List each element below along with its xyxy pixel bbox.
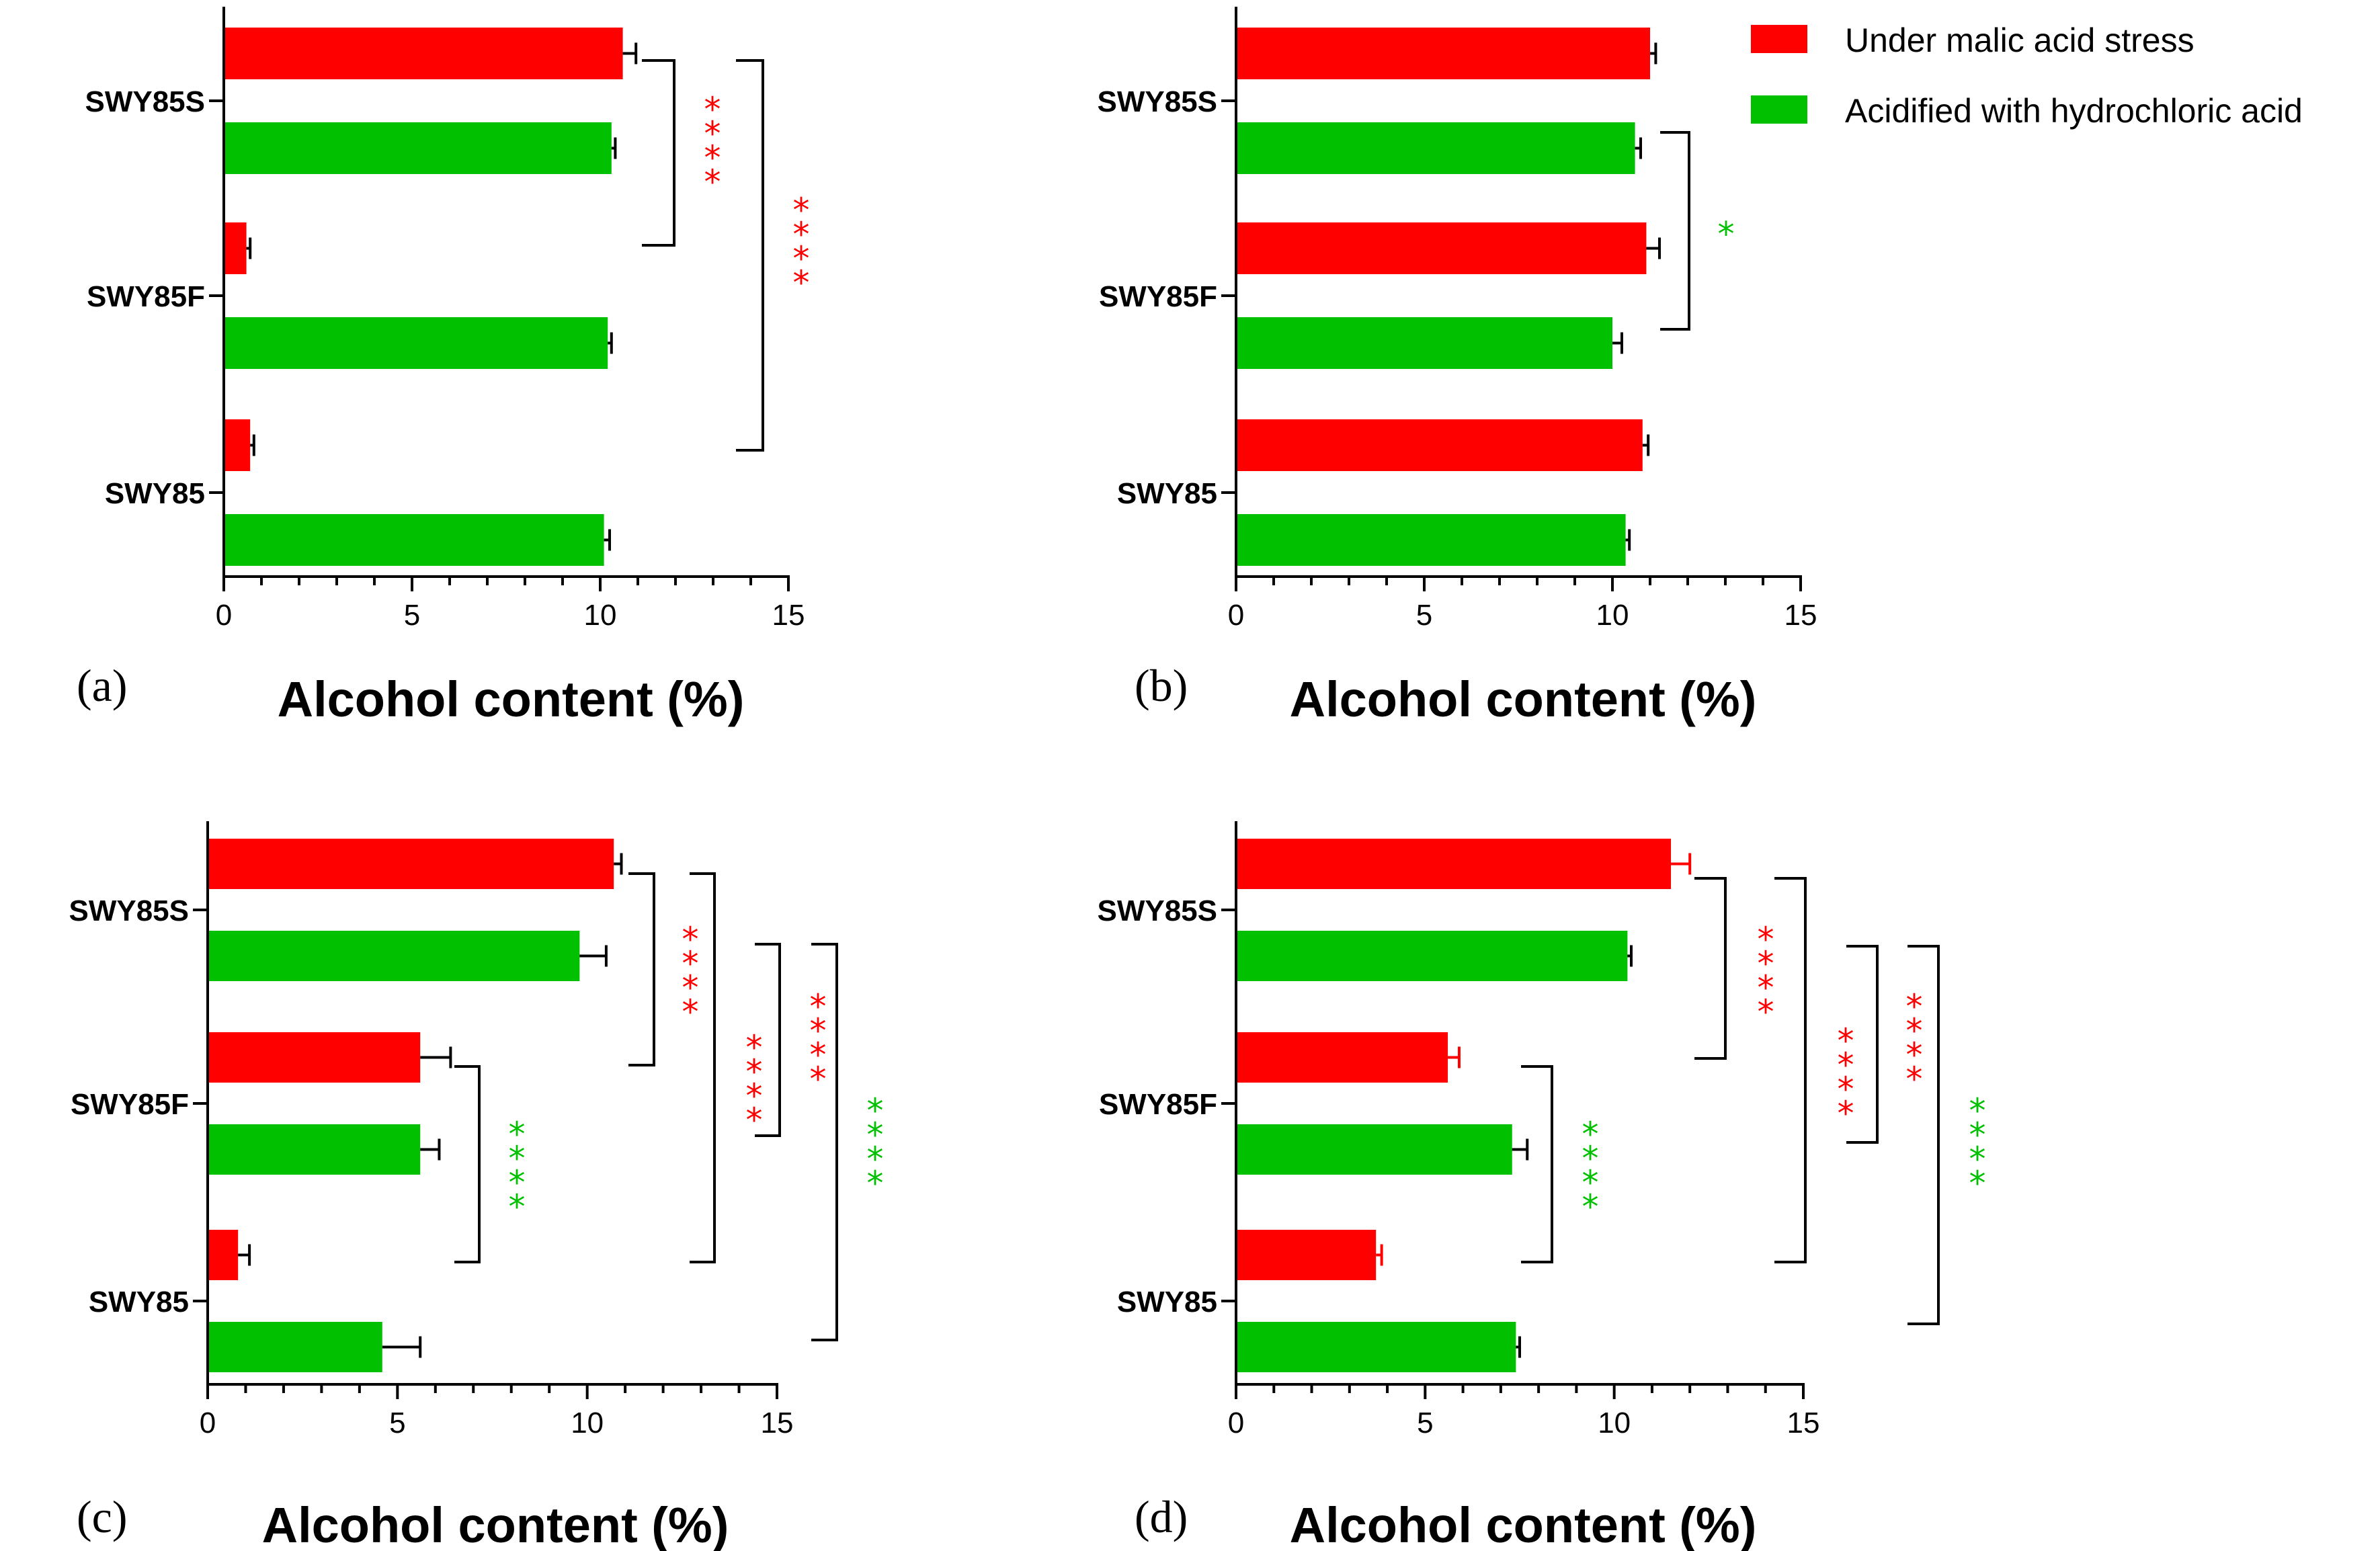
panel-c-significance-label: * * * * — [867, 1091, 884, 1203]
panel-d-significance-bracket — [1774, 877, 1807, 1263]
panel-b-category-label: SWY85F — [1099, 280, 1217, 313]
panel-c-significance-label: * * * * — [746, 1028, 763, 1140]
panel-a-x-tick-label: 15 — [772, 599, 805, 632]
panel-c-x-tick-label: 5 — [389, 1407, 405, 1439]
panel-b-bar-hcl — [1237, 122, 1635, 174]
panel-c-x-tick-label: 10 — [571, 1407, 604, 1439]
panel-d-bar-malic — [1237, 1230, 1377, 1280]
panel-a-bar-hcl — [225, 317, 608, 369]
panel-b-bar-hcl — [1237, 317, 1612, 369]
panel-c-axis-title: Alcohol content (%) — [262, 1497, 729, 1551]
panel-b-axis-title: Alcohol content (%) — [1290, 671, 1757, 727]
panel-b-x-tick-label: 5 — [1416, 599, 1432, 632]
panel-b-category-label: SWY85S — [1097, 85, 1217, 118]
panel-c-significance-label: * * * * — [810, 987, 827, 1099]
panel-c-category-label: SWY85 — [89, 1286, 189, 1318]
panel-b-x-tick-label: 15 — [1784, 599, 1817, 632]
legend-swatch-malic — [1751, 25, 1807, 53]
panel-a-x-tick-label: 0 — [216, 599, 232, 632]
legend-swatch-hcl — [1751, 95, 1807, 124]
panel-d-significance-label: * * * * — [1582, 1115, 1599, 1226]
panel-a-bar-hcl — [225, 514, 604, 566]
panel-d-category-label: SWY85F — [1099, 1088, 1217, 1121]
panel-b-category-label: SWY85 — [1117, 477, 1217, 510]
panel-c-category-label: SWY85F — [71, 1088, 189, 1121]
panel-a-bar-malic — [225, 28, 623, 79]
panel-d-category-label: SWY85 — [1117, 1286, 1217, 1318]
panel-c-significance-bracket — [755, 943, 781, 1137]
panel-b-bar-malic — [1237, 419, 1643, 471]
panel-a: SWY85S SWY85F SWY85 0 5 10 15 Alcohol content (… — [77, 7, 810, 727]
panel-b-bar-malic — [1237, 222, 1647, 274]
panel-c-significance-bracket — [454, 1065, 481, 1263]
panel-c-significance-bracket — [628, 872, 655, 1066]
panel-b-bar-hcl — [1237, 514, 1626, 566]
panel-b-x-tick-label: 0 — [1228, 599, 1244, 632]
panel-a-bar-malic — [225, 419, 251, 471]
panel-d-bar-malic — [1237, 839, 1672, 889]
panel-a-x-tick-label: 10 — [584, 599, 617, 632]
panel-a-bar-malic — [225, 222, 247, 274]
panel-c-x-tick-label: 0 — [200, 1407, 216, 1439]
panel-d-x-tick-label: 0 — [1228, 1407, 1244, 1439]
panel-a-bar-hcl — [225, 122, 612, 174]
panel-b: SWY85S SWY85F SWY85 0 5 10 15 Alcohol content (… — [1097, 7, 1817, 727]
panel-a-significance-label: * * * * — [704, 90, 721, 202]
panel-d-bar-malic — [1237, 1032, 1448, 1083]
panel-d-bar-hcl — [1237, 931, 1628, 981]
panel-a-category-label: SWY85 — [105, 477, 205, 510]
panel-c-significance-label: * * * * — [509, 1115, 526, 1226]
panel-c-bar-hcl — [209, 1322, 382, 1372]
legend-label-hcl: Acidified with hydrochloric acid — [1845, 92, 2303, 130]
panel-c-letter: (c) — [77, 1491, 127, 1542]
panel-d-significance-label: * * * * — [1758, 920, 1774, 1032]
panel-a-significance-bracket — [736, 59, 764, 452]
panel-c-bar-hcl — [209, 931, 580, 981]
panel-c: SWY85S SWY85F SWY85 0 5 10 15 Alcohol content (… — [69, 821, 884, 1551]
panel-d-bar-hcl — [1237, 1124, 1512, 1175]
panel-d-x-tick-label: 10 — [1598, 1407, 1631, 1439]
panel-d-significance-label: * * * * — [1969, 1091, 1986, 1203]
panel-a-significance-label: * * * * — [793, 191, 810, 302]
panel-a-x-tick-label: 5 — [404, 599, 420, 632]
panel-d-significance-label: * * * * — [1838, 1021, 1854, 1133]
panel-b-letter: (b) — [1135, 660, 1188, 711]
panel-a-category-label: SWY85S — [85, 85, 205, 118]
panel-a-axis-title: Alcohol content (%) — [278, 671, 745, 727]
panel-a-category-label: SWY85F — [87, 280, 205, 313]
panel-d: SWY85S SWY85F SWY85 0 5 10 15 Alcohol content (… — [1097, 821, 1986, 1551]
legend: Under malic acid stress Acidified with h… — [1751, 22, 2303, 130]
panel-d-axis-title: Alcohol content (%) — [1290, 1497, 1757, 1551]
panel-d-category-label: SWY85S — [1097, 894, 1217, 927]
panel-c-significance-bracket — [811, 943, 838, 1341]
panel-d-significance-bracket — [1907, 945, 1940, 1325]
panel-d-significance-bracket — [1694, 877, 1727, 1060]
panel-c-bar-malic — [209, 1032, 421, 1083]
panel-d-significance-bracket — [1521, 1065, 1553, 1263]
panel-d-significance-label: * * * * — [1906, 987, 1923, 1099]
panel-c-bar-hcl — [209, 1124, 421, 1175]
panel-c-bar-malic — [209, 1230, 239, 1280]
panel-d-x-tick-label: 5 — [1417, 1407, 1433, 1439]
panel-b-significance-bracket — [1660, 131, 1690, 331]
panel-c-x-tick-label: 15 — [761, 1407, 794, 1439]
panel-d-letter: (d) — [1135, 1491, 1188, 1542]
panel-b-bar-malic — [1237, 28, 1650, 79]
panel-c-significance-bracket — [690, 872, 716, 1263]
panel-d-significance-bracket — [1846, 945, 1879, 1144]
panel-c-bar-malic — [209, 839, 614, 889]
panel-d-bar-hcl — [1237, 1322, 1516, 1372]
panel-c-category-label: SWY85S — [69, 894, 189, 927]
legend-label-malic: Under malic acid stress — [1845, 22, 2194, 59]
panel-c-significance-label: * * * * — [682, 920, 699, 1032]
panel-b-x-tick-label: 10 — [1596, 599, 1629, 632]
panel-b-significance-label: * — [1718, 215, 1735, 254]
panel-d-x-tick-label: 15 — [1787, 1407, 1820, 1439]
panel-a-letter: (a) — [77, 660, 127, 711]
panel-a-significance-bracket — [642, 59, 675, 247]
